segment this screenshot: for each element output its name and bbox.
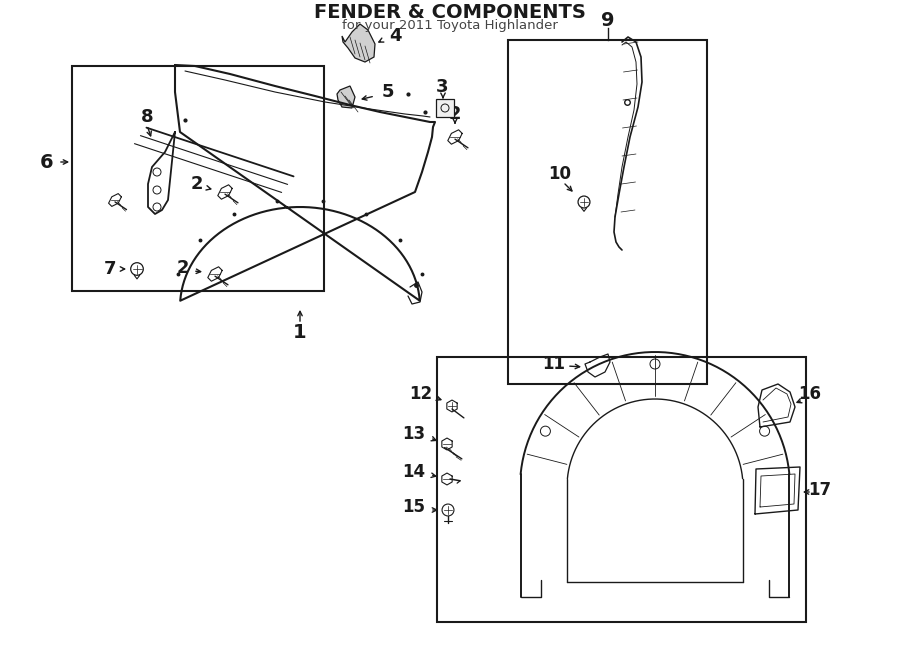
Text: 12: 12 <box>409 385 432 403</box>
Text: 2: 2 <box>449 105 461 123</box>
Bar <box>508 40 706 384</box>
Text: 15: 15 <box>402 498 425 516</box>
Text: 1: 1 <box>293 322 307 342</box>
Text: 11: 11 <box>543 355 565 373</box>
Bar <box>72 66 324 291</box>
Polygon shape <box>337 86 355 108</box>
Bar <box>436 99 454 117</box>
Text: 7: 7 <box>104 260 116 278</box>
Polygon shape <box>342 24 375 62</box>
Text: for your 2011 Toyota Highlander: for your 2011 Toyota Highlander <box>342 19 558 32</box>
Bar <box>436 357 806 622</box>
Text: 17: 17 <box>808 481 832 499</box>
Text: 4: 4 <box>389 27 401 45</box>
Text: 16: 16 <box>798 385 822 403</box>
Text: 8: 8 <box>140 108 153 126</box>
Text: FENDER & COMPONENTS: FENDER & COMPONENTS <box>314 3 586 21</box>
Text: 9: 9 <box>601 11 615 30</box>
Text: 3: 3 <box>436 78 448 96</box>
Text: 2: 2 <box>176 259 189 277</box>
Text: 13: 13 <box>402 425 425 443</box>
Text: 14: 14 <box>402 463 425 481</box>
Text: 5: 5 <box>382 83 394 101</box>
Text: 2: 2 <box>191 175 203 193</box>
Text: 10: 10 <box>548 165 572 183</box>
Text: 6: 6 <box>40 152 54 171</box>
